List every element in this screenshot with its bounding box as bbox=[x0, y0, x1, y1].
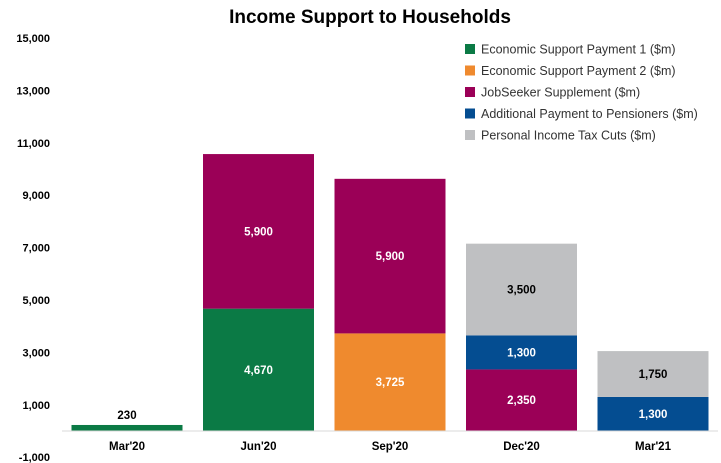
data-label: 5,900 bbox=[376, 251, 405, 263]
x-tick-label: Dec'20 bbox=[503, 441, 540, 453]
legend-label: Additional Payment to Pensioners ($m) bbox=[481, 107, 698, 121]
bar-segment bbox=[71, 424, 183, 431]
data-label: 1,300 bbox=[639, 409, 668, 421]
y-tick-label: 3,000 bbox=[22, 347, 50, 359]
y-tick-label: 13,000 bbox=[16, 85, 50, 97]
y-tick-label: 9,000 bbox=[22, 190, 50, 202]
legend-swatch bbox=[465, 44, 475, 54]
bar-segment bbox=[466, 369, 577, 431]
legend-swatch bbox=[465, 130, 475, 140]
legend-label: Economic Support Payment 2 ($m) bbox=[481, 64, 676, 78]
data-label: 4,670 bbox=[244, 365, 273, 377]
legend-swatch bbox=[465, 108, 475, 119]
bar-segment bbox=[597, 396, 709, 431]
x-tick-label: Mar'21 bbox=[635, 441, 672, 453]
legend-label: Economic Support Payment 1 ($m) bbox=[481, 43, 676, 57]
x-tick-label: Jun'20 bbox=[241, 441, 277, 453]
y-tick-label: 15,000 bbox=[16, 33, 50, 45]
data-label: 3,500 bbox=[507, 285, 536, 297]
legend-label: Personal Income Tax Cuts ($m) bbox=[481, 129, 656, 143]
bar-segment bbox=[466, 243, 577, 336]
x-axis: Mar'20 Jun'20 Sep'20 Dec'20 Mar'21 bbox=[62, 430, 718, 453]
legend-swatch bbox=[465, 87, 475, 97]
y-tick-label: 5,000 bbox=[22, 295, 50, 307]
legend-label: JobSeeker Supplement ($m) bbox=[481, 86, 640, 100]
bar-segment bbox=[334, 178, 446, 334]
data-label: 2,350 bbox=[507, 395, 536, 407]
data-label: 5,900 bbox=[244, 226, 273, 238]
y-tick-label: -1,000 bbox=[19, 452, 50, 463]
data-label: 3,725 bbox=[376, 377, 405, 389]
x-tick-label: Mar'20 bbox=[109, 441, 145, 453]
bar-segment bbox=[203, 308, 314, 431]
legend: Economic Support Payment 1 ($m) Economic … bbox=[465, 43, 698, 143]
data-label: 1,300 bbox=[507, 347, 536, 359]
y-axis: -1,000 1,000 3,000 5,000 7,000 9,000 11,000 13,… bbox=[16, 33, 50, 463]
bar-segment bbox=[597, 351, 709, 397]
y-tick-label: 1,000 bbox=[22, 400, 50, 412]
chart-title: Income Support to Households bbox=[229, 7, 511, 28]
y-tick-label: 11,000 bbox=[17, 138, 50, 150]
bar-segment bbox=[203, 154, 314, 309]
y-tick-label: 7,000 bbox=[22, 243, 50, 255]
bars: 230 4,670 5,900 3,725 5,900 2,350 1,300 3,500 1,… bbox=[71, 154, 709, 431]
data-label: 230 bbox=[117, 410, 136, 422]
data-label: 1,750 bbox=[639, 369, 668, 381]
bar-segment bbox=[334, 333, 446, 431]
x-tick-label: Sep'20 bbox=[372, 441, 409, 453]
legend-swatch bbox=[465, 65, 475, 76]
bar-segment bbox=[466, 335, 577, 370]
